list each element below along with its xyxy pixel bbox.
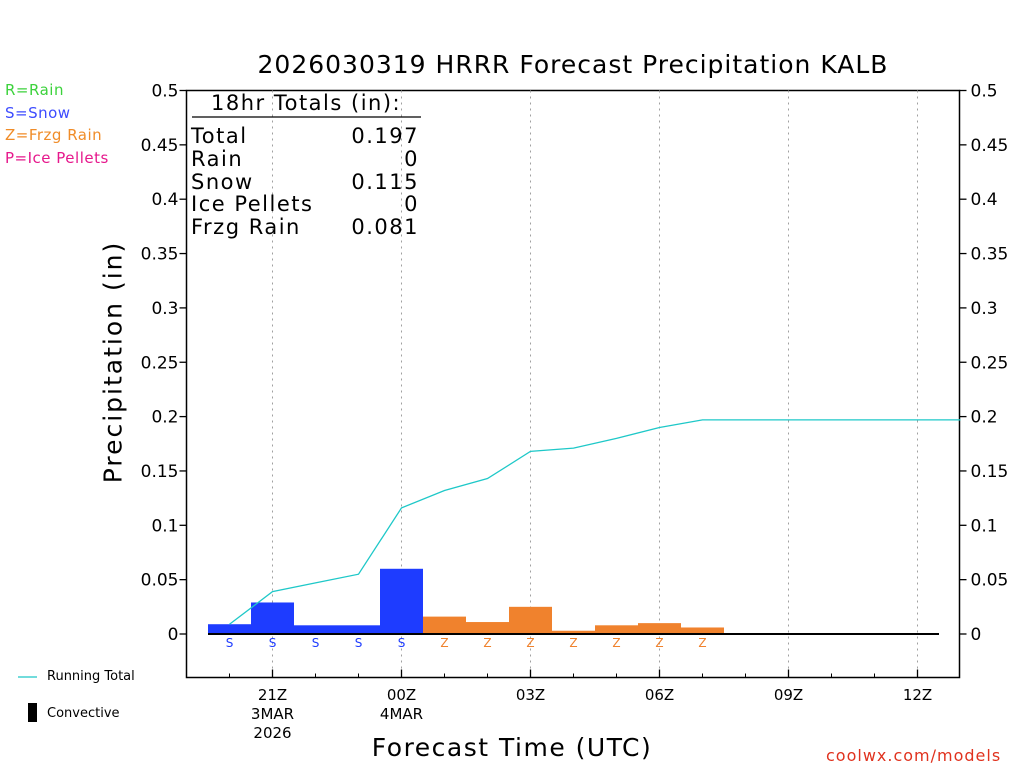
y-tick-label-right: 0.35 [971,245,1009,265]
running-total-series [229,419,961,625]
chart-title: 2026030319 HRRR Forecast Precipitation K… [257,50,889,79]
y-tick-label-left: 0.3 [151,299,178,319]
totals-header: 18hr Totals (in): [211,91,402,115]
totals-label-snow: Snow [191,170,254,194]
precip-bars [208,568,724,634]
y-tick-label-left: 0.45 [141,136,179,156]
y-tick-label-left: 0.1 [151,516,178,536]
legend-convective: Convective [47,706,120,721]
totals-value-rain: 0 [404,147,419,171]
totals-label-total: Total [191,124,248,148]
plot-frame [185,89,961,679]
source-credit: coolwx.com/models [826,746,1002,765]
precip-bar-snow [337,625,380,634]
precip-type-label: S [312,636,320,650]
precip-bar-snow [294,625,337,634]
totals-label-rain: Rain [191,147,244,171]
running-total-line [229,419,961,625]
y-tick-label-right: 0.25 [971,353,1009,373]
y-tick-label-left: 0.5 [151,82,178,102]
totals-value-frzg-rain: 0.081 [351,215,419,239]
precip-type-label: Z [612,636,620,650]
x-tick-label: 21Z [258,686,287,704]
precip-bar-frzg-rain [423,616,466,634]
x-tick-label: 00Z [387,686,416,704]
y-axis-right: 0 0.05 0.1 0.15 0.2 0.25 0.3 0.35 0.4 0.45 0.5 [959,82,1009,645]
y-tick-label-right: 0 [971,625,982,645]
totals-value-snow: 0.115 [351,170,419,194]
precip-bar-frzg-rain [638,623,681,634]
x-axis-label: Forecast Time (UTC) [371,733,653,762]
x-tick-label: 06Z [645,686,674,704]
legend-convective-swatch [28,703,37,722]
precip-type-label: Z [440,636,448,650]
key-frzg-rain: Z=Frzg Rain [5,126,103,144]
x-tick-label: 12Z [903,686,932,704]
key-snow: S=Snow [5,104,71,122]
precip-bar-snow [208,624,251,634]
precip-bar-snow [251,602,294,634]
y-axis-left: 0 0.05 0.1 0.15 0.2 0.25 0.3 0.35 0.4 0.45 0.5 [141,82,187,645]
y-tick-label-right: 0.4 [971,190,998,210]
y-tick-label-right: 0.5 [971,82,998,102]
x-gridlines [272,90,918,678]
precip-bar-frzg-rain [681,627,724,634]
y-tick-label-left: 0.05 [141,571,179,591]
y-tick-label-left: 0.25 [141,353,179,373]
x-tick-label: 03Z [516,686,545,704]
y-tick-label-right: 0.45 [971,136,1009,156]
y-tick-label-right: 0.15 [971,462,1009,482]
key-ice-pellets: P=Ice Pellets [5,149,109,167]
legend-running-total: Running Total [47,669,135,684]
precip-type-label: Z [569,636,577,650]
y-tick-label-left: 0.4 [151,190,178,210]
x-tick-label: 3MAR [251,705,294,723]
x-tick-label: 4MAR [380,705,423,723]
y-axis-label: Precipitation (in) [98,240,128,484]
x-tick-label: 2026 [253,724,291,742]
precip-type-label: Z [698,636,706,650]
y-tick-label-right: 0.05 [971,571,1009,591]
totals-label-ice-pellets: Ice Pellets [191,192,314,216]
precip-type-label: S [398,636,406,650]
y-tick-label-left: 0 [168,625,179,645]
y-tick-label-right: 0.2 [971,408,998,428]
precip-type-label: S [269,636,277,650]
y-tick-label-left: 0.35 [141,245,179,265]
y-tick-label-right: 0.3 [971,299,998,319]
x-tick-label: 09Z [774,686,803,704]
y-tick-label-left: 0.15 [141,462,179,482]
totals-label-frzg-rain: Frzg Rain [191,215,301,239]
precip-type-label: Z [526,636,534,650]
precip-bar-frzg-rain [595,625,638,634]
key-rain: R=Rain [5,81,64,99]
precip-bar-snow [380,568,423,634]
y-tick-label-right: 0.1 [971,516,998,536]
precip-bar-frzg-rain [466,622,509,634]
precip-type-label: S [355,636,363,650]
precip-bar-frzg-rain [552,630,595,634]
precip-type-label: S [226,636,234,650]
precip-type-label: Z [655,636,663,650]
y-tick-label-left: 0.2 [151,408,178,428]
precip-type-label: Z [483,636,491,650]
totals-value-ice-pellets: 0 [404,192,419,216]
totals-value-total: 0.197 [351,124,419,148]
precip-bar-frzg-rain [509,606,552,634]
